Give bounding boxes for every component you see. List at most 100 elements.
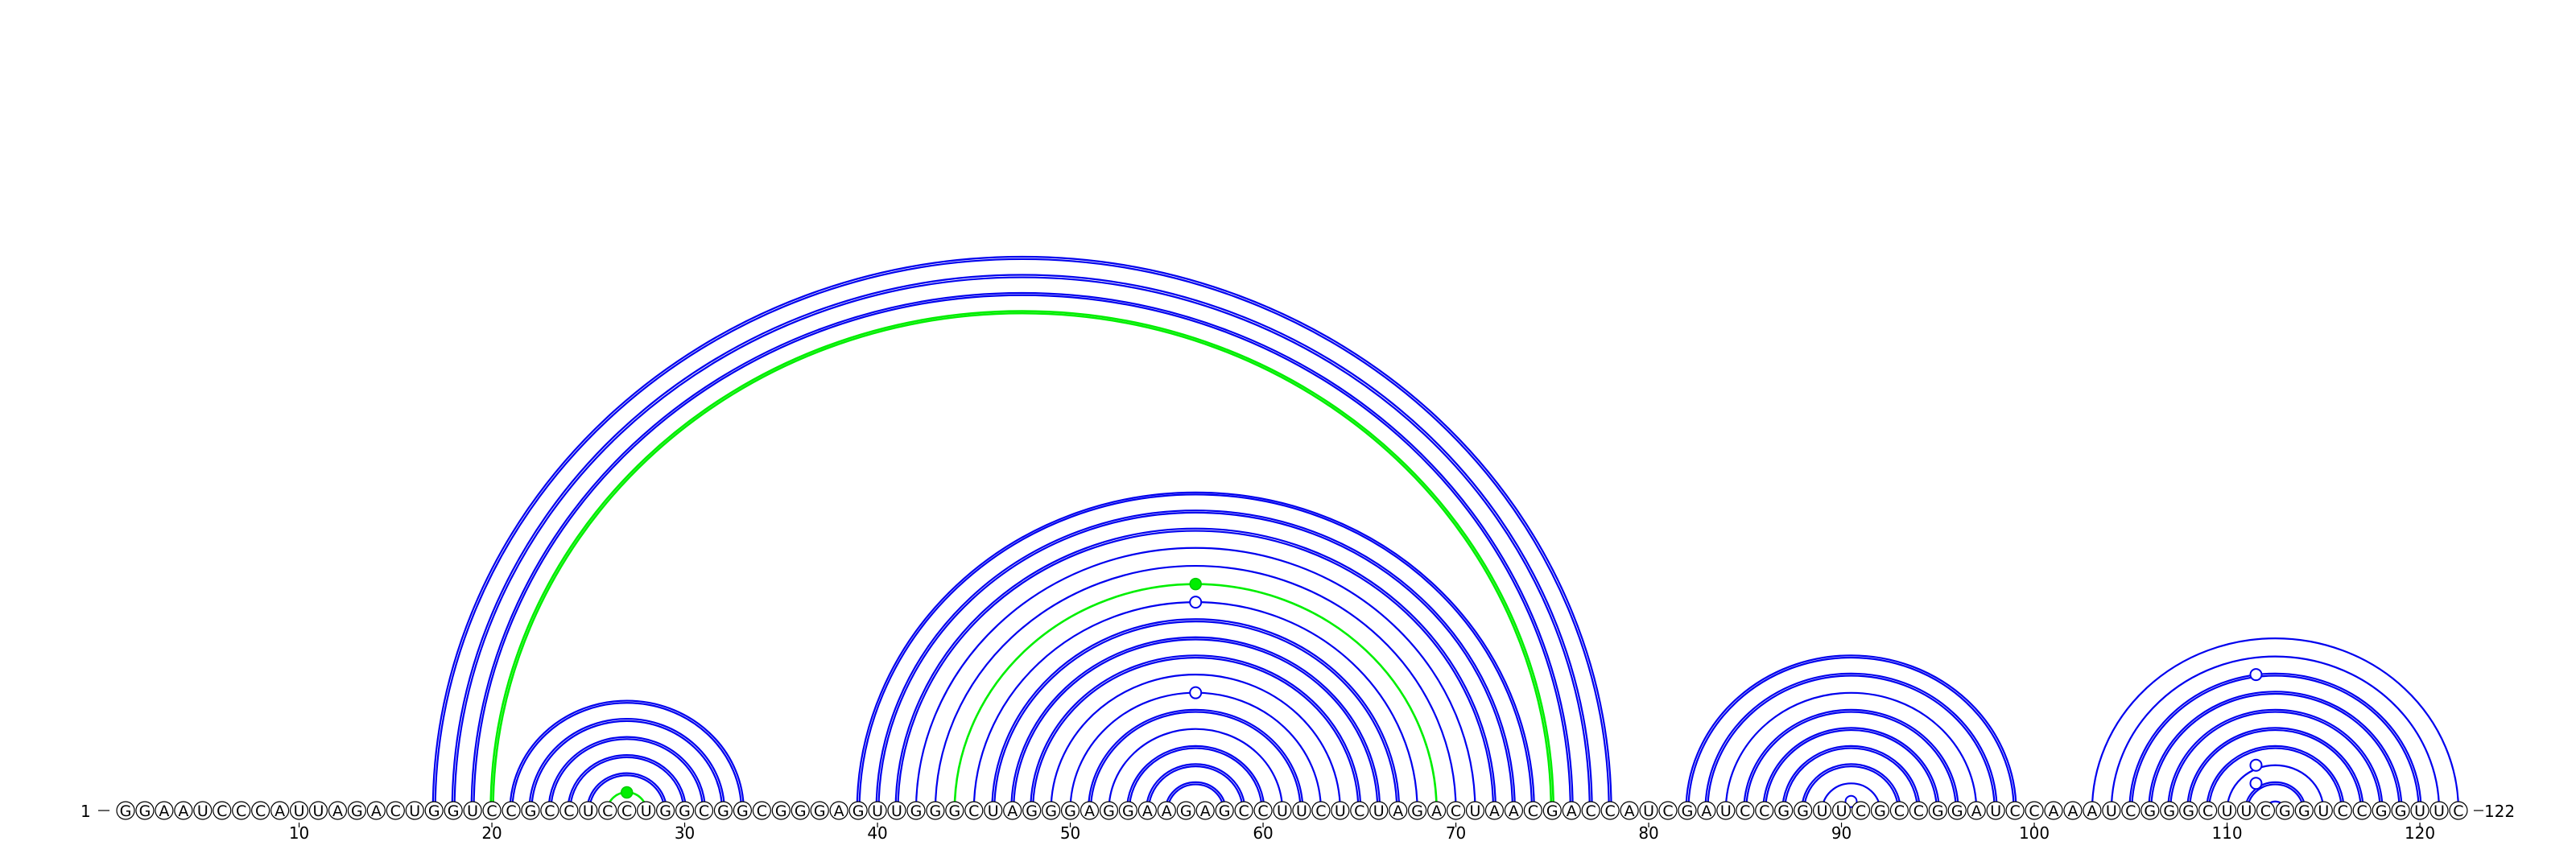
nucleotide: C — [752, 801, 771, 820]
nucleotide-circle — [366, 801, 386, 820]
nucleotide-letter: C — [602, 802, 613, 820]
nucleotide: C — [2121, 801, 2140, 820]
pair-arc — [1705, 674, 1996, 811]
nucleotide-letter: G — [659, 802, 671, 820]
nucleotide: U — [1716, 801, 1736, 820]
nucleotide-circle — [1389, 801, 1408, 820]
nucleotide-letter: G — [428, 802, 440, 820]
filled-pair-marker — [620, 786, 634, 799]
nucleotide: U — [2314, 801, 2333, 820]
pair-arc-outer-line — [1781, 745, 1921, 811]
nucleotide: U — [289, 801, 309, 820]
pair-arc-inner-line — [1089, 712, 1302, 811]
nucleotide: C — [1253, 801, 1273, 820]
nucleotide: U — [984, 801, 1003, 820]
nucleotide: G — [1542, 801, 1562, 820]
nucleotide-letter: C — [621, 802, 632, 820]
nucleotide: G — [848, 801, 868, 820]
pair-arc — [2110, 655, 2441, 811]
nucleotide: C — [2198, 801, 2218, 820]
pair-arc-outer-line — [2167, 708, 2384, 811]
nucleotide-letter: C — [255, 802, 266, 820]
nucleotide-circle — [1813, 801, 1832, 820]
nucleotide-letter: C — [2125, 802, 2136, 820]
nucleotide: C — [540, 801, 559, 820]
tick-label: 50 — [1060, 823, 1080, 843]
nucleotide: U — [1465, 801, 1485, 820]
nucleotide-letter: U — [988, 802, 999, 820]
nucleotide: A — [1562, 801, 1581, 820]
nucleotide-letter: C — [1238, 802, 1249, 820]
nucleotide-circle — [1118, 801, 1138, 820]
nucleotide-circle — [1465, 801, 1485, 820]
nucleotide-circle — [1408, 801, 1427, 820]
pair-arc-line — [2091, 637, 2460, 811]
nucleotide-letter: A — [1509, 802, 1519, 820]
nucleotide-letter: A — [1624, 802, 1635, 820]
nucleotide: G — [906, 801, 926, 820]
nucleotide-letter: G — [717, 802, 729, 820]
nucleotide: A — [1426, 801, 1447, 820]
position-tick: 100 — [2019, 823, 2050, 843]
nucleotide: G — [1215, 801, 1234, 820]
pair-arc-inner-line — [1688, 658, 2013, 811]
pair-arc — [1724, 691, 1978, 811]
nucleotide-circle — [1794, 801, 1813, 820]
nucleotide-letter: A — [1489, 802, 1500, 820]
nucleotide: G — [1678, 801, 1697, 820]
nucleotide-letter: C — [1586, 802, 1596, 820]
nucleotide-letter: C — [564, 802, 574, 820]
nucleotide-circle — [2160, 801, 2179, 820]
nucleotide: U — [1831, 801, 1852, 820]
nucleotide-circle — [2005, 801, 2025, 820]
nucleotide: U — [579, 801, 598, 820]
open-pair-marker — [2249, 777, 2263, 790]
base-pair-arcs — [431, 255, 2460, 811]
pair-arc-line — [1724, 691, 1978, 811]
pair-arc-outer-line — [431, 255, 1612, 811]
nucleotide-circle — [482, 801, 502, 820]
pair-arc — [2226, 764, 2325, 811]
nucleotide-letter: G — [948, 802, 960, 820]
nucleotide-circle — [502, 801, 521, 820]
nucleotide-letter: U — [891, 802, 902, 820]
nucleotide-circle — [945, 801, 964, 820]
nucleotide-circle — [637, 801, 656, 820]
nucleotide-circle — [1716, 801, 1736, 820]
pair-arc — [491, 311, 1554, 811]
nucleotide-circle — [1369, 801, 1389, 820]
nucleotide-letter: C — [1894, 802, 1905, 820]
nucleotide-letter: U — [2106, 802, 2117, 820]
nucleotide: A — [270, 801, 290, 820]
nucleotide-letter: A — [275, 802, 285, 820]
nucleotide-circle — [2063, 801, 2083, 820]
nucleotide-circle — [1581, 801, 1600, 820]
nucleotide: G — [771, 801, 791, 820]
nucleotide-letter: C — [2453, 802, 2463, 820]
nucleotide-circle — [174, 801, 193, 820]
nucleotide-letter: G — [2279, 802, 2291, 820]
nucleotide-circle — [1350, 801, 1369, 820]
nucleotide-circle — [1947, 801, 1967, 820]
nucleotide-letter: G — [814, 802, 826, 820]
pair-arc — [934, 564, 1457, 811]
filled-pair-marker — [1189, 577, 1202, 591]
pair-arc-inner-line — [1802, 765, 1900, 811]
nucleotide: G — [1794, 801, 1813, 820]
nucleotide-circle — [232, 801, 251, 820]
nucleotide-circle — [347, 801, 366, 820]
pair-arc-line — [2226, 764, 2325, 811]
nucleotide: U — [2217, 801, 2237, 820]
nucleotide-circle — [289, 801, 309, 820]
nucleotide: C — [1755, 801, 1774, 820]
nucleotide: U — [2236, 801, 2256, 820]
nucleotide-circle — [1542, 801, 1562, 820]
nucleotide: G — [2391, 801, 2410, 820]
nucleotide-letter: C — [1528, 802, 1538, 820]
nucleotide-circle — [2391, 801, 2410, 820]
nucleotide-letter: G — [1411, 802, 1423, 820]
nucleotide: U — [868, 801, 887, 820]
nucleotide-letter: G — [1797, 802, 1809, 820]
nucleotide-letter: G — [139, 802, 151, 820]
nucleotide: C — [1658, 801, 1678, 820]
